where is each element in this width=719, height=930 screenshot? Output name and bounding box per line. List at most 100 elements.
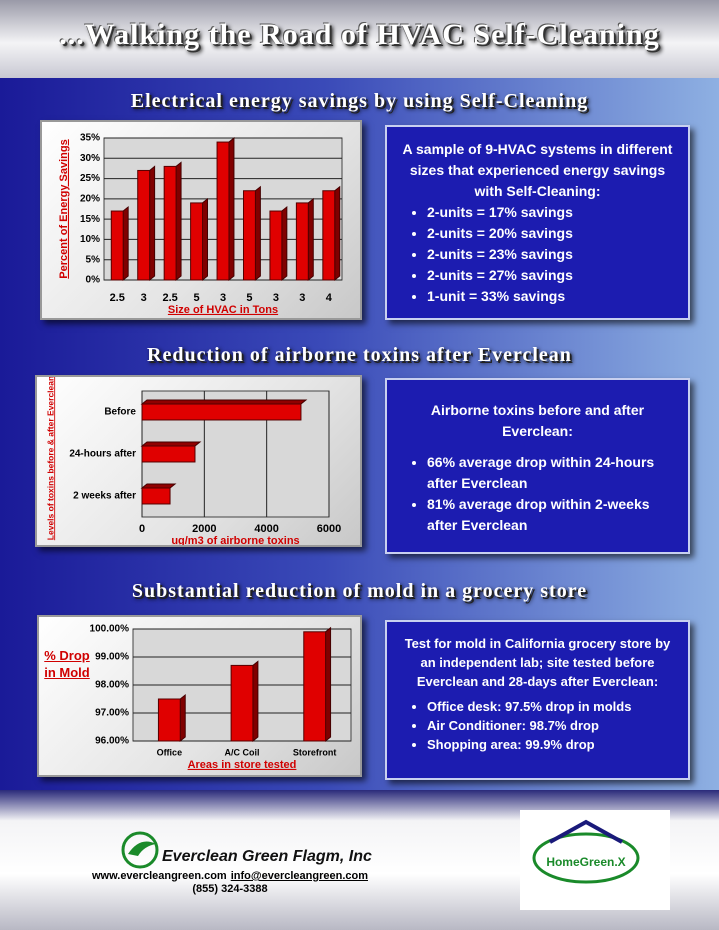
section-heading: Electrical energy savings by using Self-… xyxy=(130,90,589,112)
box-intro: A sample of 9-HVAC systems in different … xyxy=(402,141,673,199)
website: www.evercleangreen.com xyxy=(92,870,227,882)
y-tick-label: 96.00% xyxy=(95,736,129,747)
section-heading: Reduction of airborne toxins after Everc… xyxy=(147,344,572,366)
x-axis-label: ug/m3 of airborne toxins xyxy=(171,535,299,545)
bullet-item: 2-units = 17% savings xyxy=(427,202,674,223)
bullet-item: Shopping area: 99.9% drop xyxy=(427,735,674,754)
y-tick-label: 98.00% xyxy=(95,680,129,691)
bar xyxy=(322,190,336,281)
bar-side xyxy=(325,626,332,743)
bar xyxy=(141,403,302,421)
info-box: Test for mold in California grocery stor… xyxy=(385,620,690,780)
x-tick-label: 2000 xyxy=(192,523,216,535)
section-heading: Substantial reduction of mold in a groce… xyxy=(131,580,588,602)
chart-panel: 96.00% 97.00% 98.00% 99.00% 100.00% Office A/C… xyxy=(37,615,362,777)
y-tick-label: 100.00% xyxy=(90,624,130,635)
bar xyxy=(110,210,124,281)
bullet-item: 2-units = 23% savings xyxy=(427,244,674,265)
y-axis-label: Percent of Energy Savings xyxy=(58,139,70,278)
bar xyxy=(190,202,204,281)
bullet-item: Office desk: 97.5% drop in molds xyxy=(427,697,674,716)
bar-side xyxy=(254,185,261,282)
y-tick-label: 99.00% xyxy=(95,652,129,663)
bar xyxy=(216,141,230,281)
info-box: Airborne toxins before and after Evercle… xyxy=(385,378,690,554)
x-tick-label: A/C Coil xyxy=(225,747,260,757)
bullet-list: 2-units = 17% savings2-units = 20% savin… xyxy=(401,202,674,307)
bar xyxy=(269,210,283,281)
y-tick-label: 0% xyxy=(86,275,101,286)
y-tick-label: 2 weeks after xyxy=(73,491,136,502)
bar xyxy=(141,445,196,463)
x-tick-label: Office xyxy=(157,747,183,757)
phone: (855) 324-3388 xyxy=(192,883,268,895)
y-tick-label: Before xyxy=(104,407,136,418)
bullet-item: 1-unit = 33% savings xyxy=(427,286,674,307)
chart: 0% 5% 10% 15% 20% 25% 30% 35% 2.5 3 2.5 5 3 5 3 3 4 Perce… xyxy=(58,133,343,316)
header: ...Walking the Road of HVAC Self-Cleanin… xyxy=(0,0,719,78)
y-tick-label: 97.00% xyxy=(95,708,129,719)
bar-side xyxy=(175,161,182,282)
y-tick-label: 10% xyxy=(80,234,100,245)
bar-side xyxy=(202,197,209,282)
chart-panel: 0% 5% 10% 15% 20% 25% 30% 35% 2.5 3 2.5 5 3 5 3 3 4 Perce… xyxy=(40,120,362,320)
box-intro: Airborne toxins before and after Evercle… xyxy=(430,402,645,439)
x-tick-label: 5 xyxy=(193,292,199,304)
page-title: ...Walking the Road of HVAC Self-Cleanin… xyxy=(59,18,660,51)
x-tick-label: 3 xyxy=(299,292,305,304)
y-tick-label: 24-hours after xyxy=(69,449,136,460)
bar-side xyxy=(140,399,308,405)
x-tick-label: 2.5 xyxy=(162,292,177,304)
bullet-item: 2-units = 20% savings xyxy=(427,223,674,244)
bar-side xyxy=(334,185,341,282)
bar xyxy=(295,202,309,281)
x-axis-label: Size of HVAC in Tons xyxy=(168,304,278,316)
bar-side xyxy=(149,165,156,282)
box-intro: Test for mold in California grocery stor… xyxy=(404,636,671,689)
contact: www.evercleangreen.com info@evercleangree… xyxy=(70,870,390,896)
bar-side xyxy=(281,205,288,282)
bar-side xyxy=(122,205,129,282)
email: info@evercleangreen.com xyxy=(230,870,368,882)
x-tick-label: 2.5 xyxy=(110,292,125,304)
company-name: Everclean Green Flagm, Inc xyxy=(162,848,372,865)
x-tick-label: 4000 xyxy=(254,523,278,535)
bullet-item: Air Conditioner: 98.7% drop xyxy=(427,716,674,735)
logo-graphic xyxy=(532,819,640,884)
bullet-item: 66% average drop within 24-hours after E… xyxy=(427,452,674,494)
x-tick-label: 3 xyxy=(220,292,226,304)
chart: 96.00% 97.00% 98.00% 99.00% 100.00% Office A/C… xyxy=(90,624,352,771)
footer: Everclean Green Flagm, Inc www.everclean… xyxy=(0,790,719,930)
bullet-item: 2-units = 27% savings xyxy=(427,265,674,286)
x-axis-label: Areas in store tested xyxy=(188,759,297,771)
info-box: A sample of 9-HVAC systems in different … xyxy=(385,125,690,320)
logo-box: HomeGreen.X xyxy=(520,810,670,910)
company-icon xyxy=(121,831,159,869)
bar xyxy=(163,165,177,281)
bar xyxy=(303,631,327,742)
bullet-list: Office desk: 97.5% drop in moldsAir Cond… xyxy=(401,697,674,754)
main: Electrical energy savings by using Self-… xyxy=(0,78,719,790)
y-axis-label: % Drop in Mold xyxy=(44,648,90,680)
bar-side xyxy=(179,693,186,743)
bullet-list: 66% average drop within 24-hours after E… xyxy=(401,452,674,536)
bar xyxy=(141,487,171,505)
bar-side xyxy=(140,441,202,447)
bar-side xyxy=(140,483,177,489)
bar-side xyxy=(307,197,314,282)
bar xyxy=(242,190,256,281)
y-tick-label: 5% xyxy=(86,254,101,265)
y-tick-label: 20% xyxy=(80,193,100,204)
bar-side xyxy=(252,660,259,743)
x-tick-label: 0 xyxy=(139,523,145,535)
bar xyxy=(157,698,181,742)
x-tick-label: 6000 xyxy=(317,523,341,535)
x-tick-label: 4 xyxy=(326,292,333,304)
x-tick-label: 3 xyxy=(141,292,147,304)
x-tick-label: Storefront xyxy=(293,747,337,757)
logo-text: HomeGreen.X xyxy=(546,855,626,869)
chart: 0 2000 4000 6000 Before 24-hours after 2 weeks… xyxy=(45,377,341,545)
y-tick-label: 15% xyxy=(80,214,100,225)
x-tick-label: 5 xyxy=(246,292,252,304)
